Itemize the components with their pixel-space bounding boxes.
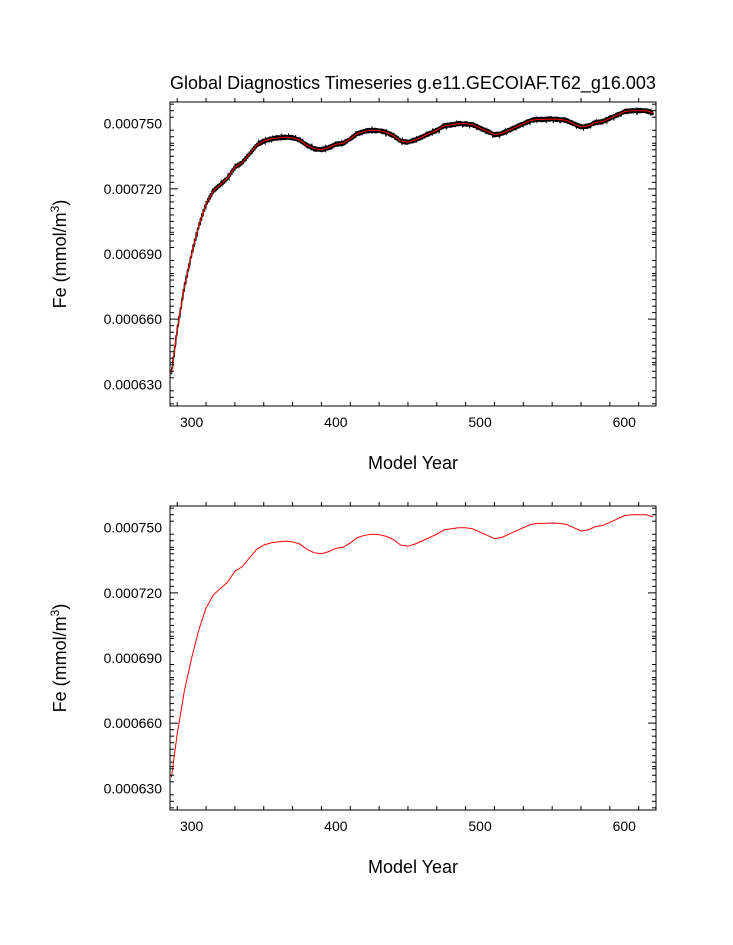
y-tick-label: 0.000750 — [104, 520, 163, 536]
y-tick-label: 0.000690 — [104, 650, 163, 666]
bottom-panel: 300 400 500 600 0.000630 0.000660 0.000690 0.00… — [48, 502, 657, 877]
top-panel: 300 400 500 600 0.000630 0.000660 0.000690 0.00… — [48, 98, 657, 473]
x-tick-label: 600 — [613, 818, 637, 834]
bottom-panel-frame — [169, 505, 657, 811]
top-panel-xlabel: Model Year — [368, 453, 458, 473]
top-panel-lines — [170, 106, 654, 375]
top-panel-ylabel-main: Fe (mmol/m — [50, 212, 70, 308]
top-panel-ylabel-close: ) — [50, 200, 70, 206]
top-panel-ylabel: Fe (mmol/m3) — [48, 200, 70, 309]
x-tick-label: 500 — [468, 414, 492, 430]
x-tick-label: 600 — [613, 414, 637, 430]
bottom-panel-ylabel-sup: 3 — [48, 609, 62, 616]
x-tick-label: 400 — [324, 414, 348, 430]
y-tick-label: 0.000660 — [104, 715, 163, 731]
top-panel-ylabel-sup: 3 — [48, 205, 62, 212]
y-tick-label: 0.000690 — [104, 246, 163, 262]
bottom-panel-lines — [170, 514, 654, 778]
series-line-annual — [170, 110, 654, 374]
x-tick-label: 400 — [324, 818, 348, 834]
top-panel-tick-labels: 300 400 500 600 0.000630 0.000660 0.000690 0.00… — [104, 116, 637, 430]
top-panel-ticks — [170, 98, 656, 407]
y-tick-label: 0.000720 — [104, 585, 163, 601]
y-tick-label: 0.000630 — [104, 376, 163, 392]
x-tick-label: 300 — [180, 818, 204, 834]
x-tick-label: 500 — [468, 818, 492, 834]
y-tick-label: 0.000750 — [104, 116, 163, 132]
bottom-panel-ylabel-main: Fe (mmol/m — [50, 616, 70, 712]
top-panel-frame — [169, 101, 657, 407]
bottom-panel-tick-labels: 300 400 500 600 0.000630 0.000660 0.000690 0.00… — [104, 520, 637, 834]
bottom-panel-ticks — [170, 502, 656, 811]
y-tick-label: 0.000720 — [104, 181, 163, 197]
bottom-panel-ylabel-close: ) — [50, 604, 70, 610]
series-line-annual — [170, 514, 654, 778]
chart-title: Global Diagnostics Timeseries g.e11.GECO… — [170, 73, 656, 94]
y-tick-label: 0.000660 — [104, 311, 163, 327]
bottom-panel-xlabel: Model Year — [368, 857, 458, 877]
series-line-monthly — [170, 106, 654, 375]
x-tick-label: 300 — [180, 414, 204, 430]
bottom-panel-ylabel: Fe (mmol/m3) — [48, 604, 70, 713]
y-tick-label: 0.000630 — [104, 780, 163, 796]
